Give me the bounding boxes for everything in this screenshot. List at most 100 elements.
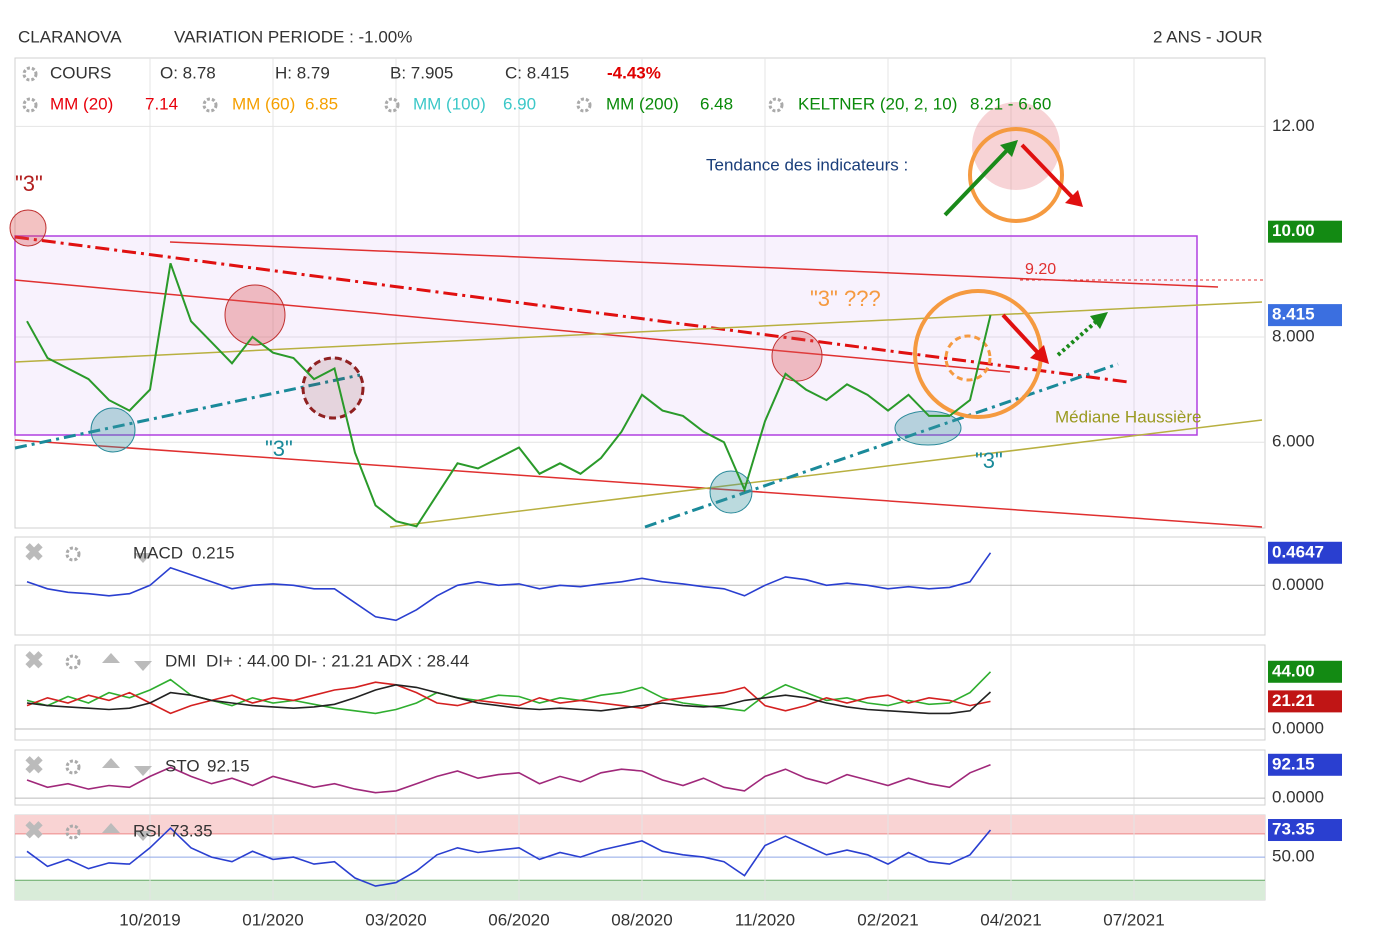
indicator-value: 8.21 - 6.60 — [970, 94, 1051, 113]
drawing — [169, 241, 1219, 288]
value-label: 21.21 — [1272, 691, 1315, 710]
annotation: "3" — [265, 436, 293, 461]
drawing — [1001, 313, 1042, 357]
gear-icon — [576, 97, 592, 113]
panel-title: RSI — [133, 821, 161, 840]
drawing — [9, 209, 47, 247]
x-tick-label: 04/2021 — [980, 910, 1041, 929]
annotation: "3" — [975, 448, 1003, 473]
value-box — [1268, 819, 1342, 842]
up-icon — [102, 758, 120, 768]
ohlc: C: 8.415 — [505, 63, 569, 82]
drawing — [14, 439, 1263, 528]
ohlc: H: 8.79 — [275, 63, 330, 82]
drawing — [1030, 345, 1049, 364]
indicator-value: 7.14 — [145, 94, 178, 113]
close-icon: ✖ — [24, 752, 44, 779]
value-label: 8.415 — [1272, 305, 1315, 324]
indicator-name: MM (20) — [50, 94, 113, 113]
value-box — [1268, 660, 1342, 683]
value-label: 92.15 — [1272, 754, 1315, 773]
y-tick-label: 0.0000 — [1272, 718, 1324, 737]
gear-icon — [22, 97, 38, 113]
indicator-value: 6.85 — [305, 94, 338, 113]
up-icon — [102, 823, 120, 833]
down-icon — [134, 553, 152, 563]
series-line — [26, 764, 991, 794]
series-line — [26, 552, 992, 622]
series-line — [26, 683, 992, 715]
y-tick-label: 0.0000 — [1272, 575, 1324, 594]
x-tick-label: 07/2021 — [1103, 910, 1164, 929]
y-tick-label: 8.000 — [1272, 326, 1315, 345]
indicator-name: MM (60) — [232, 94, 295, 113]
drawing — [1090, 312, 1108, 329]
value-label: 44.00 — [1272, 661, 1315, 680]
indicator-name: MM (100) — [413, 94, 486, 113]
gear-icon — [65, 759, 81, 775]
drawing — [709, 470, 753, 514]
drawing — [968, 127, 1064, 223]
value-box — [1268, 690, 1342, 713]
y-tick-label: 6.000 — [1272, 432, 1315, 451]
x-tick-label: 08/2020 — [611, 910, 672, 929]
drawing — [1056, 318, 1100, 357]
drawing — [944, 334, 992, 382]
down-icon — [134, 831, 152, 841]
panel-title: DMI — [165, 651, 196, 670]
drawing — [301, 356, 365, 420]
series-line — [26, 262, 992, 528]
x-tick-label: 11/2020 — [735, 910, 795, 929]
series-line — [26, 826, 992, 887]
value-box — [1268, 541, 1342, 564]
panel — [14, 749, 1266, 806]
annotation: Tendance des indicateurs : — [706, 155, 908, 174]
panel-title: STO — [165, 756, 200, 775]
drawing — [14, 301, 1263, 363]
drawing — [90, 407, 136, 453]
x-tick-label: 03/2020 — [365, 910, 426, 929]
gear-icon — [22, 66, 38, 82]
drawing — [894, 410, 962, 446]
indicator-value: 6.48 — [700, 94, 733, 113]
series-line — [26, 671, 992, 715]
instrument: CLARANOVA — [18, 27, 122, 46]
indicator-name: MM (200) — [606, 94, 679, 113]
x-tick-label: 06/2020 — [488, 910, 549, 929]
ohlc: O: 8.78 — [160, 63, 216, 82]
panel-title: MACD — [133, 543, 183, 562]
drawing — [1065, 190, 1083, 207]
close-icon: ✖ — [24, 817, 44, 844]
level-label: 10.00 — [1272, 221, 1315, 240]
y-tick-label: 50.00 — [1272, 847, 1315, 866]
gear-icon — [65, 546, 81, 562]
gear-icon — [65, 824, 81, 840]
gear-icon — [65, 654, 81, 670]
down-icon — [134, 766, 152, 776]
annotation: 9.20 — [1025, 261, 1056, 278]
drawing — [14, 235, 1129, 384]
series-line — [26, 681, 991, 715]
change: -4.43% — [607, 63, 661, 82]
legend-name: COURS — [50, 63, 111, 82]
ohlc: B: 7.905 — [390, 63, 453, 82]
x-tick-label: 10/2019 — [119, 910, 180, 929]
indicator-value: 6.90 — [503, 94, 536, 113]
close-icon: ✖ — [24, 539, 44, 566]
drawing — [224, 284, 286, 346]
y-tick-label: 0.0000 — [1272, 788, 1324, 807]
close-icon: ✖ — [24, 647, 44, 674]
drawing — [14, 235, 1198, 436]
period: 2 ANS - JOUR — [1153, 27, 1263, 46]
drawing — [943, 143, 1014, 217]
gear-icon — [384, 97, 400, 113]
oversold-zone — [15, 880, 1265, 900]
annotation: "3" ??? — [810, 286, 881, 311]
drawing — [1020, 143, 1075, 200]
value-label: 0.4647 — [1272, 542, 1324, 561]
value-label: 73.35 — [1272, 820, 1315, 839]
drawing — [389, 419, 1263, 528]
down-icon — [134, 661, 152, 671]
